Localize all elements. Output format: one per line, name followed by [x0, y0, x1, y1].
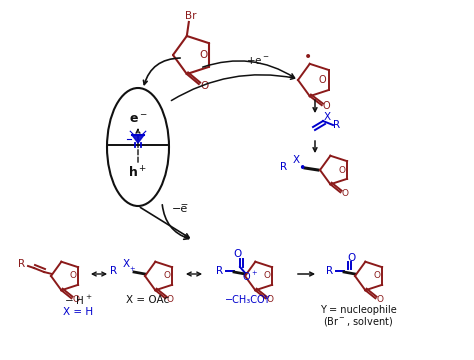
Text: X: X [292, 155, 300, 165]
Text: R: R [333, 120, 340, 130]
Text: O$^+$: O$^+$ [242, 269, 258, 283]
Text: X = H: X = H [63, 307, 93, 317]
Text: X: X [323, 112, 330, 122]
Text: X = OAc: X = OAc [127, 295, 170, 305]
Text: O: O [70, 271, 77, 280]
Text: +e$^-$: +e$^-$ [246, 54, 270, 66]
Text: Y = nucleophile: Y = nucleophile [319, 305, 396, 315]
Text: O: O [73, 295, 80, 304]
Text: O: O [374, 271, 381, 280]
Text: R: R [217, 266, 224, 276]
Text: − H$^+$: − H$^+$ [64, 293, 92, 307]
Text: O: O [323, 101, 330, 111]
Text: R: R [18, 259, 26, 269]
Text: e$^-$: e$^-$ [128, 112, 147, 126]
Text: O: O [167, 295, 174, 304]
Text: −e̅: −e̅ [172, 204, 188, 214]
Text: O: O [377, 295, 384, 304]
Text: O: O [267, 295, 274, 304]
Text: O: O [234, 249, 242, 259]
Text: O: O [319, 75, 327, 85]
Text: R: R [110, 266, 118, 276]
Polygon shape [132, 135, 144, 143]
Text: $^+$: $^+$ [128, 266, 136, 276]
Text: O: O [264, 271, 271, 280]
Text: O: O [201, 81, 209, 91]
Text: O: O [164, 271, 171, 280]
Text: −CH₃COY: −CH₃COY [225, 295, 271, 305]
Text: •: • [298, 162, 306, 175]
Text: O: O [199, 50, 207, 60]
Text: R: R [281, 162, 288, 172]
Text: X: X [122, 259, 129, 269]
Text: (Br$^-$, solvent): (Br$^-$, solvent) [323, 315, 393, 328]
Text: h$^+$: h$^+$ [128, 165, 147, 181]
Text: •: • [304, 50, 312, 64]
Text: O: O [338, 166, 346, 175]
Text: Br: Br [185, 11, 197, 21]
Text: O: O [348, 253, 356, 263]
Text: O: O [342, 189, 349, 198]
Text: R: R [327, 266, 334, 276]
